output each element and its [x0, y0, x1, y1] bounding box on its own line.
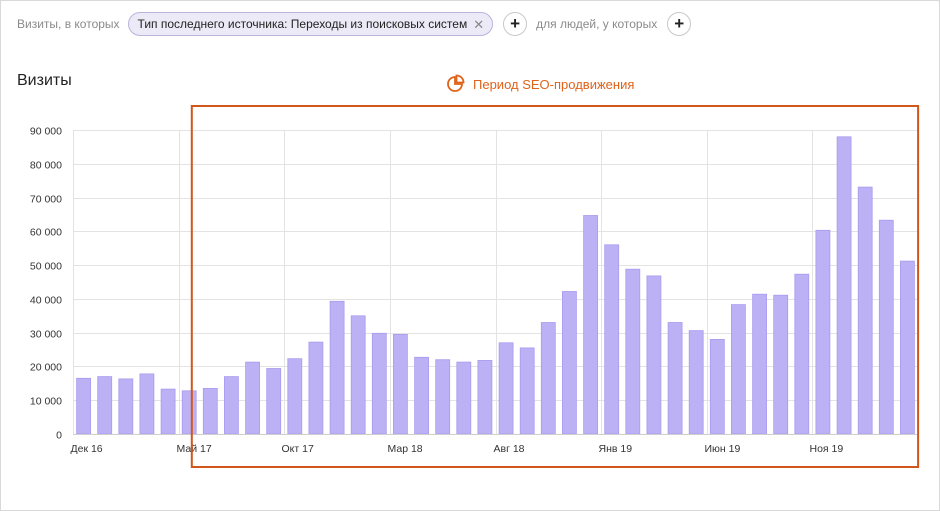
chart-title: Визиты	[17, 72, 72, 89]
bar	[857, 186, 873, 435]
bar	[688, 330, 704, 435]
segment-filter-bar: Визиты, в которых Тип последнего источни…	[17, 12, 700, 36]
y-tick-label: 90 000	[30, 126, 62, 138]
bar	[562, 291, 577, 435]
x-tick-label: Ноя 19	[810, 443, 844, 455]
bar	[900, 260, 915, 435]
seo-period-highlight	[190, 105, 920, 468]
bar	[836, 136, 852, 435]
bar	[815, 229, 831, 435]
bar	[709, 338, 725, 435]
bar	[625, 268, 641, 435]
bar	[519, 347, 535, 435]
x-tick-label: Янв 19	[599, 443, 633, 455]
y-tick-label: 40 000	[30, 295, 62, 307]
y-tick-label: 0	[56, 430, 62, 442]
plus-icon[interactable]: +	[667, 12, 692, 36]
x-tick-label: Мар 18	[388, 443, 423, 455]
bar	[160, 388, 176, 435]
bar	[181, 390, 197, 435]
y-tick-label: 20 000	[30, 362, 62, 374]
bar	[329, 300, 345, 435]
y-tick-label: 60 000	[30, 227, 62, 239]
plus-icon[interactable]: +	[503, 12, 528, 36]
y-tick-label: 70 000	[30, 194, 62, 206]
seo-period-annotation[interactable]: Период SEO-продвижения	[445, 74, 634, 94]
bar	[76, 377, 91, 435]
bar	[878, 219, 894, 435]
bar	[223, 376, 239, 435]
bar	[287, 358, 303, 435]
people-filter-label: для людей, у которых	[536, 17, 658, 31]
y-tick-label: 50 000	[30, 261, 62, 273]
x-tick-label: Май 17	[177, 443, 212, 455]
bar	[773, 294, 789, 435]
bar	[731, 304, 746, 435]
bar	[583, 215, 598, 435]
seo-period-label: Период SEO-продвижения	[473, 76, 635, 92]
bar	[97, 376, 113, 435]
bar	[667, 322, 683, 435]
bar	[752, 293, 767, 435]
x-tick-label: Дек 16	[71, 443, 103, 455]
bar	[456, 361, 472, 435]
bar	[350, 315, 366, 435]
bar	[646, 275, 662, 435]
bar	[477, 359, 493, 435]
bar	[414, 356, 430, 435]
bar	[245, 361, 261, 435]
close-icon[interactable]: ✕	[473, 16, 485, 32]
filter-chip[interactable]: Тип последнего источника: Переходы из по…	[127, 12, 494, 36]
filter-prefix-label: Визиты, в которых	[17, 17, 120, 31]
filter-chip-label: Тип последнего источника: Переходы из по…	[137, 17, 468, 31]
pie-chart-icon	[447, 74, 465, 92]
bar	[392, 333, 408, 435]
x-tick-label: Окт 17	[282, 443, 314, 455]
bar	[118, 378, 134, 435]
bar	[498, 342, 514, 435]
y-tick-label: 80 000	[30, 160, 62, 172]
bar	[202, 387, 218, 435]
bar	[435, 359, 451, 435]
bar	[604, 244, 620, 435]
y-tick-label: 10 000	[30, 396, 62, 408]
bar	[540, 322, 556, 435]
bar	[794, 273, 810, 435]
x-tick-label: Июн 19	[705, 443, 741, 455]
x-tick-label: Авг 18	[494, 443, 525, 455]
bar	[139, 373, 155, 435]
y-tick-label: 30 000	[30, 329, 62, 341]
bar	[308, 341, 324, 435]
bar	[371, 332, 387, 435]
bar	[266, 368, 282, 435]
